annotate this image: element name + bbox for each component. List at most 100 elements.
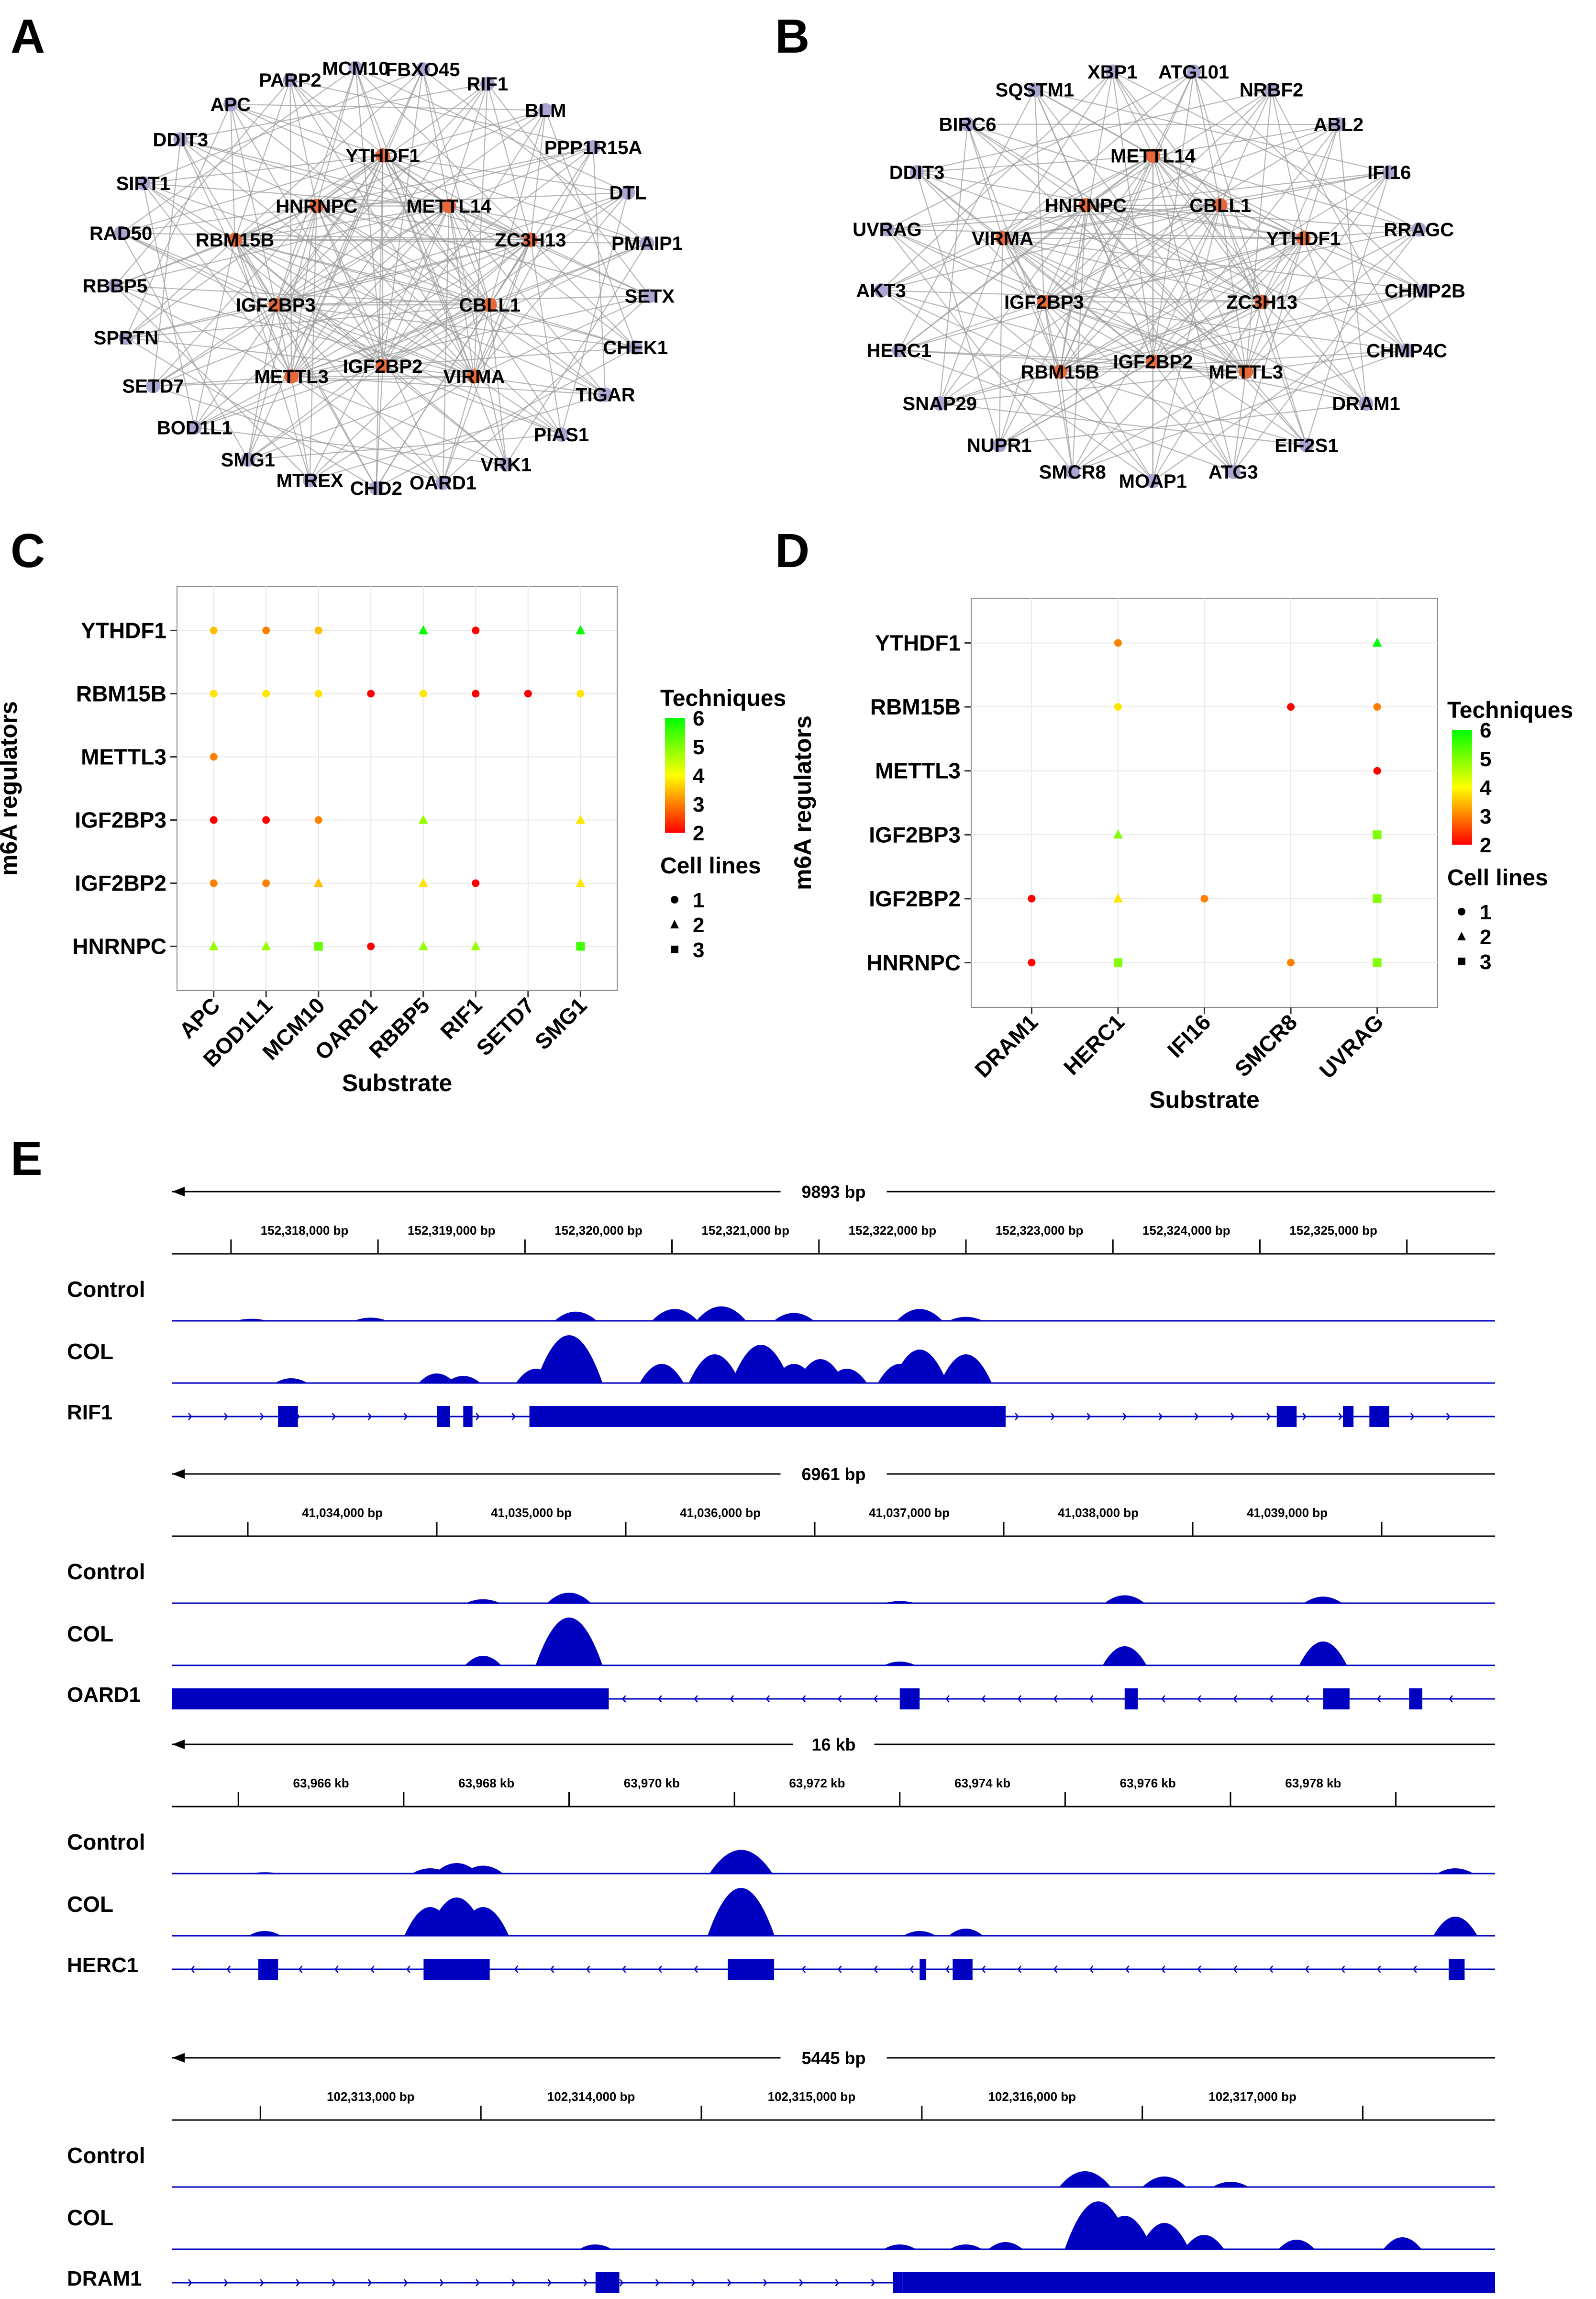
data-point xyxy=(472,626,480,635)
coverage-peak xyxy=(457,1907,509,1936)
network-node xyxy=(108,278,122,293)
coverage-peak xyxy=(903,1931,936,1936)
y-tick-label: IGF2BP2 xyxy=(75,871,166,896)
network-node-label: IGF2BP3 xyxy=(1004,292,1084,313)
network-edge xyxy=(887,229,1073,472)
panel-label-c: C xyxy=(11,524,45,578)
network-edge xyxy=(143,183,235,241)
strand-chevron xyxy=(1338,1413,1343,1420)
network-edge xyxy=(530,192,628,241)
track-label: Control xyxy=(67,2143,145,2168)
network-edge xyxy=(1002,238,1307,446)
network-edge xyxy=(382,365,562,435)
network-edge xyxy=(382,155,562,435)
exon xyxy=(258,1959,278,1980)
data-point xyxy=(1287,959,1295,967)
network-edge xyxy=(275,67,356,305)
network-edge xyxy=(316,83,488,207)
coverage-peak xyxy=(640,1364,684,1383)
strand-chevron xyxy=(260,1413,264,1420)
network-edge xyxy=(1153,290,1426,481)
genome-tracks-e: 9893 bp 152,318,000 bp 152,319,000 bp 152,3… xyxy=(67,1180,1495,2293)
network-edge xyxy=(276,239,531,306)
network-edge xyxy=(376,304,490,489)
network-edge xyxy=(247,155,384,460)
network-edge xyxy=(126,304,276,338)
network-edge xyxy=(153,376,474,387)
strand-chevron xyxy=(188,2279,192,2287)
network-edge xyxy=(1219,205,1247,372)
network-edge xyxy=(881,290,1153,362)
network-edge xyxy=(967,123,1086,206)
network-edge xyxy=(530,239,562,435)
network-node xyxy=(1411,222,1426,237)
network-edge xyxy=(1043,301,1234,472)
network-edge xyxy=(887,229,1304,239)
network-edge xyxy=(1245,172,1390,372)
strand-chevron xyxy=(1158,1413,1163,1420)
network-node-label: HNRNPC xyxy=(276,196,357,217)
data-point xyxy=(314,816,322,824)
coverage-peak xyxy=(1104,1595,1145,1603)
network-node-label: RBBP5 xyxy=(83,276,148,297)
panel-label-b: B xyxy=(775,10,809,63)
strand-chevron xyxy=(691,2279,696,2287)
network-edge xyxy=(121,232,531,241)
network-edge xyxy=(230,104,236,240)
coordinate-label: 152,319,000 bp xyxy=(408,1223,496,1238)
network-edge xyxy=(916,171,1153,362)
network-node-label: ATG3 xyxy=(1208,462,1258,483)
network-edge xyxy=(1060,361,1153,372)
strand-chevron xyxy=(260,2279,264,2287)
network-node xyxy=(1299,438,1314,453)
track-label: Control xyxy=(67,1559,145,1584)
y-tick-label: HNRNPC xyxy=(866,950,961,975)
network-node-label: BOD1L1 xyxy=(157,417,233,438)
network-node xyxy=(499,457,513,472)
data-point xyxy=(576,815,586,824)
network-edge xyxy=(917,171,1304,239)
network-edge xyxy=(1152,301,1263,481)
strand-chevron xyxy=(190,1965,195,1973)
coordinate-label: 102,316,000 bp xyxy=(988,2089,1076,2104)
y-tick-label: METTL3 xyxy=(875,759,961,783)
network-edge xyxy=(1232,238,1304,472)
network-edge xyxy=(194,239,236,428)
network-edge xyxy=(316,205,490,306)
network-node-label: RBM15B xyxy=(196,230,274,251)
strand-chevron xyxy=(873,1965,878,1973)
strand-chevron xyxy=(1446,1413,1451,1420)
data-point xyxy=(1113,893,1123,903)
network-edge xyxy=(114,285,292,377)
network-edge xyxy=(194,304,490,428)
network-node-label: DRAM1 xyxy=(1332,393,1400,414)
data-point xyxy=(210,816,218,824)
network-node xyxy=(1226,464,1241,479)
network-node-label: NRBF2 xyxy=(1240,80,1303,101)
exon xyxy=(1369,1406,1389,1427)
dotplot-d: DRAM1 HERC1 IFI16 SMCR8 UVRAG HNRNPC IGF2BP2 IG… xyxy=(789,598,1573,1113)
strand-chevron xyxy=(622,1965,626,1973)
span-label-bg xyxy=(780,1462,887,1486)
data-point xyxy=(261,941,271,950)
strand-chevron xyxy=(1230,1413,1235,1420)
network-edge xyxy=(530,239,636,348)
network-node xyxy=(1331,117,1346,132)
network-node xyxy=(1399,343,1414,358)
network-edge xyxy=(230,103,531,241)
network-edge xyxy=(275,304,377,489)
network-node xyxy=(309,199,324,213)
network-node xyxy=(992,438,1007,453)
coverage-peak xyxy=(1139,2223,1189,2249)
network-edge xyxy=(1085,205,1234,472)
network-node xyxy=(241,452,255,467)
legend-color-tick: 3 xyxy=(693,793,704,816)
legend-shape-tick: 2 xyxy=(693,914,704,937)
data-point xyxy=(1113,829,1123,839)
network-edge xyxy=(898,301,1044,351)
network-edge xyxy=(1002,71,1113,239)
exon xyxy=(728,1959,775,1980)
coverage-peak xyxy=(249,1872,280,1874)
data-point xyxy=(262,816,270,824)
network-node-label: ATG101 xyxy=(1158,62,1229,83)
